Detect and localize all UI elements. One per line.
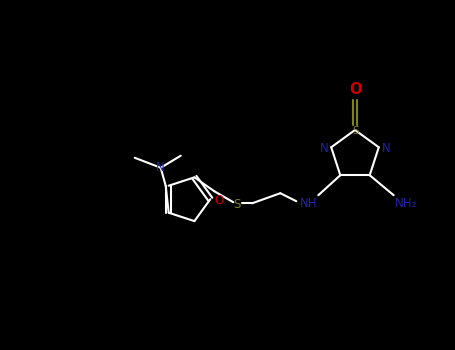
Text: O: O (215, 194, 224, 207)
Text: O: O (349, 83, 361, 98)
Text: N: N (157, 161, 165, 174)
Text: S: S (353, 126, 359, 136)
Text: N: N (381, 142, 390, 155)
Text: S: S (233, 198, 241, 211)
Text: NH₂: NH₂ (394, 197, 417, 210)
Text: NH: NH (299, 197, 317, 210)
Text: N: N (320, 142, 329, 155)
